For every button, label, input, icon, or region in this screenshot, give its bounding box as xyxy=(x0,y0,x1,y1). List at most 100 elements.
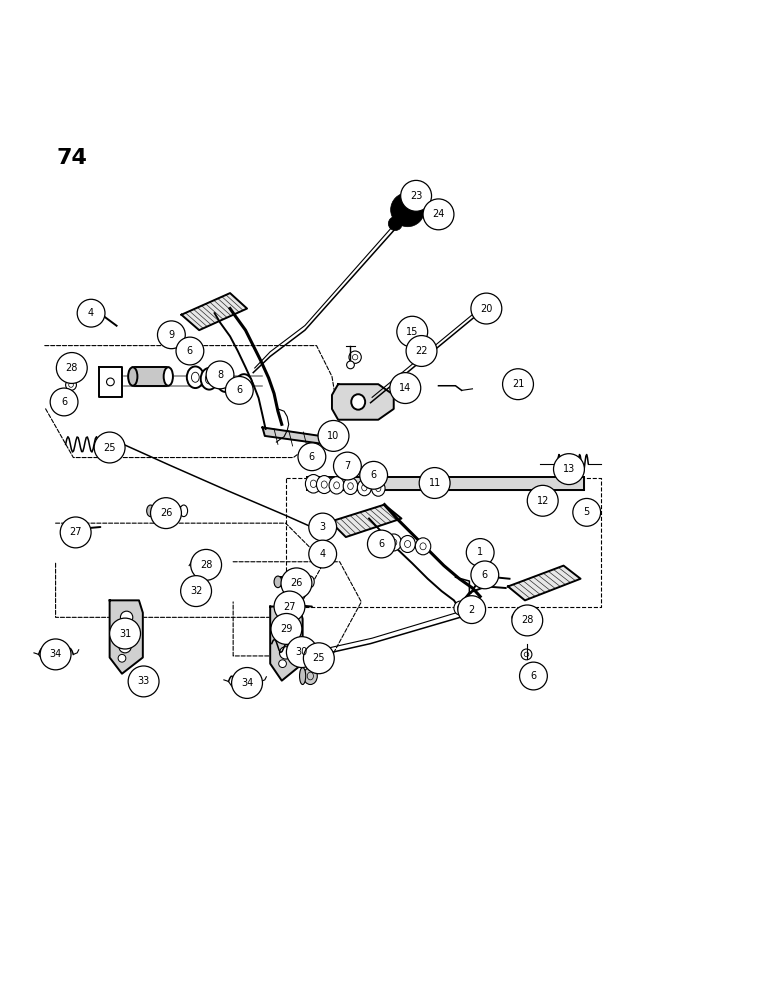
Text: 20: 20 xyxy=(480,304,493,314)
Circle shape xyxy=(309,540,337,568)
Circle shape xyxy=(406,336,437,366)
Text: 23: 23 xyxy=(410,191,422,201)
Circle shape xyxy=(181,576,212,607)
Text: 32: 32 xyxy=(190,586,202,596)
Ellipse shape xyxy=(357,480,371,496)
Circle shape xyxy=(206,361,234,389)
Polygon shape xyxy=(133,367,168,386)
Text: 7: 7 xyxy=(344,461,350,471)
Circle shape xyxy=(271,613,302,644)
Text: 13: 13 xyxy=(563,464,575,474)
Text: 22: 22 xyxy=(415,346,428,356)
Ellipse shape xyxy=(386,534,401,551)
Text: 24: 24 xyxy=(432,209,445,219)
Ellipse shape xyxy=(281,617,293,630)
Text: 5: 5 xyxy=(584,507,590,517)
Polygon shape xyxy=(151,507,184,515)
Circle shape xyxy=(286,637,317,668)
Ellipse shape xyxy=(329,477,344,494)
Polygon shape xyxy=(270,607,303,681)
Circle shape xyxy=(128,666,159,697)
Text: 25: 25 xyxy=(313,653,325,663)
Ellipse shape xyxy=(317,649,324,657)
Ellipse shape xyxy=(180,505,188,517)
Circle shape xyxy=(298,443,326,471)
Text: 4: 4 xyxy=(88,308,94,318)
Ellipse shape xyxy=(119,641,131,653)
Text: 74: 74 xyxy=(56,148,87,168)
Ellipse shape xyxy=(306,475,321,493)
Circle shape xyxy=(151,498,181,529)
Text: 4: 4 xyxy=(320,549,326,559)
Polygon shape xyxy=(307,477,584,490)
Ellipse shape xyxy=(454,601,466,615)
Polygon shape xyxy=(330,505,401,537)
Text: 33: 33 xyxy=(137,676,150,686)
Ellipse shape xyxy=(59,397,69,407)
Circle shape xyxy=(274,591,305,622)
Text: 28: 28 xyxy=(200,560,212,570)
Text: 12: 12 xyxy=(537,496,549,506)
Circle shape xyxy=(423,199,454,230)
Circle shape xyxy=(391,193,425,227)
Polygon shape xyxy=(99,367,122,397)
Circle shape xyxy=(281,568,312,599)
Circle shape xyxy=(50,388,78,416)
Text: 29: 29 xyxy=(280,624,293,634)
Circle shape xyxy=(334,452,361,480)
Text: 31: 31 xyxy=(119,629,131,639)
Polygon shape xyxy=(181,293,247,330)
Ellipse shape xyxy=(128,367,137,386)
Polygon shape xyxy=(508,566,581,600)
Ellipse shape xyxy=(217,370,234,392)
Circle shape xyxy=(388,217,402,231)
Circle shape xyxy=(573,498,601,526)
Ellipse shape xyxy=(300,668,306,685)
Circle shape xyxy=(232,668,262,698)
Ellipse shape xyxy=(201,368,218,390)
Ellipse shape xyxy=(274,576,282,588)
Ellipse shape xyxy=(279,660,286,668)
Ellipse shape xyxy=(118,654,126,662)
Circle shape xyxy=(60,517,91,548)
Ellipse shape xyxy=(351,394,365,410)
Ellipse shape xyxy=(306,576,314,588)
Ellipse shape xyxy=(374,533,389,550)
Text: 27: 27 xyxy=(69,527,82,537)
Circle shape xyxy=(390,373,421,403)
Circle shape xyxy=(471,293,502,324)
Text: 2: 2 xyxy=(469,605,475,615)
Text: 6: 6 xyxy=(309,452,315,462)
Text: 28: 28 xyxy=(521,615,533,625)
Circle shape xyxy=(56,353,87,383)
Text: 30: 30 xyxy=(296,647,308,657)
Text: 1: 1 xyxy=(477,547,483,557)
Circle shape xyxy=(309,513,337,541)
Ellipse shape xyxy=(303,668,317,685)
Ellipse shape xyxy=(187,366,204,388)
Text: 6: 6 xyxy=(61,397,67,407)
Ellipse shape xyxy=(347,361,354,369)
Ellipse shape xyxy=(415,538,431,555)
Text: 6: 6 xyxy=(378,539,384,549)
Text: 14: 14 xyxy=(399,383,411,393)
Text: 25: 25 xyxy=(103,443,116,453)
Polygon shape xyxy=(278,577,310,586)
Circle shape xyxy=(157,321,185,349)
Text: 34: 34 xyxy=(241,678,253,688)
Text: 21: 21 xyxy=(512,379,524,389)
Circle shape xyxy=(512,605,543,636)
Text: 6: 6 xyxy=(530,671,537,681)
Ellipse shape xyxy=(147,505,154,517)
Ellipse shape xyxy=(400,536,415,552)
Text: 26: 26 xyxy=(160,508,172,518)
Ellipse shape xyxy=(521,649,532,660)
Circle shape xyxy=(554,454,584,485)
Circle shape xyxy=(225,376,253,404)
Text: 6: 6 xyxy=(236,385,242,395)
Circle shape xyxy=(318,420,349,451)
Ellipse shape xyxy=(235,374,252,396)
Circle shape xyxy=(520,662,547,690)
Ellipse shape xyxy=(349,351,361,363)
Circle shape xyxy=(191,549,222,580)
